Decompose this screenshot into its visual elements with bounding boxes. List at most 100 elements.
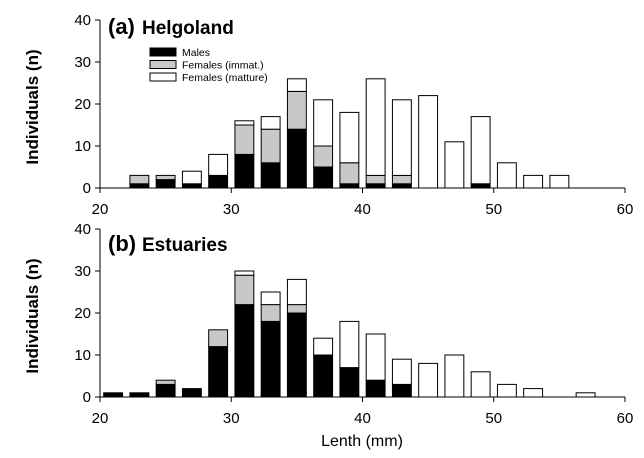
- panel-letter: (b): [108, 231, 136, 256]
- bar-estuaries-37-s2: [313, 337, 334, 356]
- bar-helgoland-23-s1: [129, 174, 150, 185]
- bar-helgoland-23-s0: [129, 183, 150, 189]
- x-tick-label: 50: [485, 410, 502, 427]
- y-tick-label: 20: [74, 96, 91, 113]
- x-tick-label: 50: [485, 201, 502, 218]
- bar-helgoland-35-s2: [286, 78, 307, 92]
- legend-swatch: [149, 60, 177, 69]
- bar-helgoland-53-s2: [523, 174, 544, 189]
- y-tick-label: 20: [74, 305, 91, 322]
- bar-helgoland-39-s2: [339, 111, 360, 164]
- bar-estuaries-29-s1: [208, 329, 229, 348]
- bar-helgoland-25-s1: [155, 174, 176, 181]
- x-tick-label: 20: [92, 201, 109, 218]
- bar-estuaries-49-s2: [470, 371, 491, 398]
- bar-estuaries-51-s2: [496, 383, 517, 398]
- chart-title: Estuaries: [142, 235, 228, 256]
- bar-helgoland-37-s2: [313, 99, 334, 147]
- bar-estuaries-29-s0: [208, 346, 229, 398]
- bar-helgoland-41-s0: [365, 183, 386, 189]
- bar-helgoland-47-s2: [444, 141, 465, 189]
- bar-helgoland-27-s2: [181, 170, 202, 185]
- bar-helgoland-33-s2: [260, 116, 281, 130]
- bar-estuaries-37-s0: [313, 354, 334, 398]
- bar-estuaries-45-s2: [418, 362, 439, 398]
- bar-helgoland-31-s1: [234, 124, 255, 155]
- bar-estuaries-47-s2: [444, 354, 465, 398]
- bar-helgoland-49-s0: [470, 183, 491, 189]
- bar-helgoland-31-s0: [234, 153, 255, 189]
- bar-helgoland-51-s2: [496, 162, 517, 189]
- legend-label: Males: [182, 47, 210, 59]
- legend-label: Females (immat.): [182, 60, 264, 72]
- x-tick-label: 30: [223, 410, 240, 427]
- y-tick-label: 30: [74, 54, 91, 71]
- x-tick-label: 60: [617, 201, 634, 218]
- y-axis-title-lower: Individuals (n): [23, 258, 42, 373]
- bar-estuaries-23-s0: [129, 392, 150, 398]
- legend-label: Females (matture): [182, 72, 268, 84]
- bar-helgoland-35-s1: [286, 90, 307, 130]
- chart-title: Helgoland: [142, 18, 234, 39]
- bar-helgoland-29-s0: [208, 174, 229, 189]
- bar-estuaries-57-s2: [575, 392, 596, 398]
- x-tick-label: 40: [354, 201, 371, 218]
- bar-helgoland-37-s1: [313, 145, 334, 168]
- bar-helgoland-29-s2: [208, 153, 229, 176]
- bar-estuaries-25-s1: [155, 379, 176, 385]
- bar-estuaries-33-s2: [260, 291, 281, 306]
- y-tick-label: 10: [74, 347, 91, 364]
- y-tick-label: 0: [83, 180, 91, 197]
- panel-b: 0 10 20 30 40 20 30 40 50 60 (b) Estuaries: [74, 221, 633, 427]
- bar-helgoland-43-s2: [391, 99, 412, 176]
- bar-helgoland-41-s2: [365, 78, 386, 176]
- bar-estuaries-33-s0: [260, 320, 281, 398]
- bar-helgoland-33-s0: [260, 162, 281, 189]
- legend-swatch: [149, 47, 177, 57]
- x-axis-title: Lenth (mm): [321, 433, 403, 450]
- panel-letter: (a): [108, 14, 135, 39]
- y-tick-label: 0: [83, 389, 91, 406]
- bar-estuaries-39-s2: [339, 320, 360, 369]
- bar-helgoland-39-s0: [339, 183, 360, 189]
- bar-estuaries-35-s1: [286, 304, 307, 314]
- bar-estuaries-31-s2: [234, 270, 255, 276]
- bar-helgoland-35-s0: [286, 128, 307, 189]
- legend-swatch: [149, 72, 177, 82]
- bar-helgoland-27-s0: [181, 183, 202, 189]
- bar-helgoland-41-s1: [365, 174, 386, 185]
- y-tick-label: 10: [74, 138, 91, 155]
- x-tick-label: 30: [223, 201, 240, 218]
- bar-helgoland-45-s2: [418, 95, 439, 189]
- bar-estuaries-43-s2: [391, 358, 412, 385]
- bar-estuaries-33-s1: [260, 304, 281, 322]
- bar-helgoland-25-s0: [155, 179, 176, 189]
- bar-helgoland-37-s0: [313, 166, 334, 189]
- bar-helgoland-55-s2: [549, 174, 570, 189]
- bar-estuaries-41-s0: [365, 379, 386, 398]
- y-tick-label: 40: [74, 12, 91, 29]
- y-tick-label: 30: [74, 263, 91, 280]
- bar-estuaries-43-s0: [391, 383, 412, 398]
- y-axis-title: Individuals (n): [23, 49, 42, 164]
- bar-estuaries-35-s2: [286, 278, 307, 306]
- bar-helgoland-33-s1: [260, 128, 281, 164]
- x-tick-label: 60: [617, 410, 634, 427]
- bar-helgoland-31-s2: [234, 120, 255, 126]
- bar-estuaries-35-s0: [286, 312, 307, 398]
- bar-estuaries-25-s0: [155, 383, 176, 398]
- y-tick-label: 40: [74, 221, 91, 238]
- x-tick-label: 20: [92, 410, 109, 427]
- bar-helgoland-43-s1: [391, 174, 412, 185]
- bar-helgoland-43-s0: [391, 183, 412, 189]
- bar-estuaries-53-s2: [523, 388, 544, 398]
- bar-helgoland-39-s1: [339, 162, 360, 185]
- bar-estuaries-27-s0: [181, 388, 202, 398]
- bar-estuaries-31-s1: [234, 274, 255, 306]
- bar-helgoland-49-s2: [470, 116, 491, 185]
- bar-estuaries-39-s0: [339, 367, 360, 398]
- x-tick-label: 40: [354, 410, 371, 427]
